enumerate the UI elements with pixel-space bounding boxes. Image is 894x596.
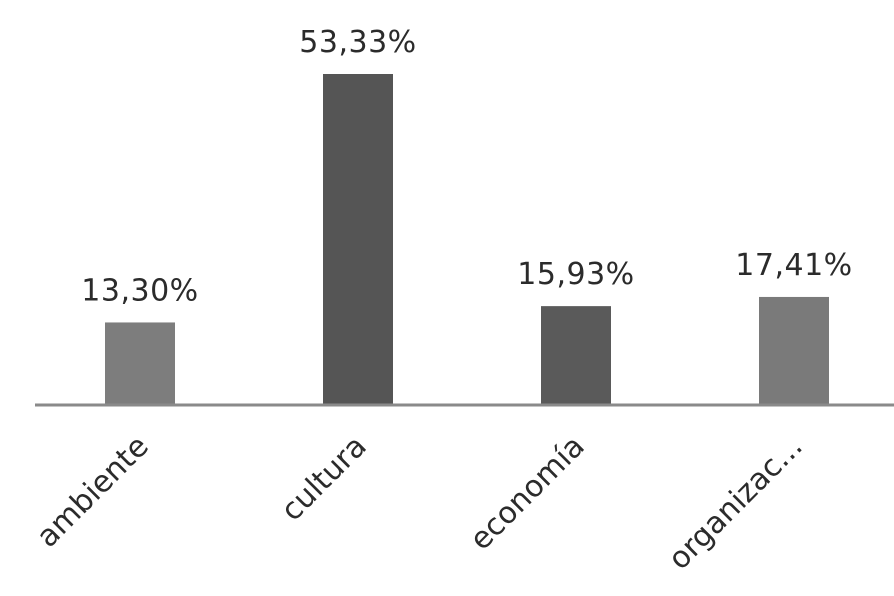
category-label-economia: economía (463, 429, 591, 557)
data-labels-layer: 13,30% 53,33% 15,93% 17,41% (81, 25, 852, 308)
data-label-economia: 15,93% (517, 257, 634, 292)
category-labels-layer: ambiente cultura economía organizac... (30, 429, 810, 577)
bar-economia (541, 306, 611, 405)
data-label-ambiente: 13,30% (81, 273, 198, 308)
bar-cultura (323, 74, 393, 405)
category-label-cultura: cultura (274, 429, 373, 528)
category-label-ambiente: ambiente (30, 429, 156, 555)
bars-layer (105, 74, 829, 405)
data-label-organizac: 17,41% (735, 248, 852, 283)
bar-organizac (759, 296, 829, 405)
bar-ambiente (105, 322, 175, 405)
category-label-organizac: organizac... (662, 429, 810, 577)
data-label-cultura: 53,33% (299, 25, 416, 60)
